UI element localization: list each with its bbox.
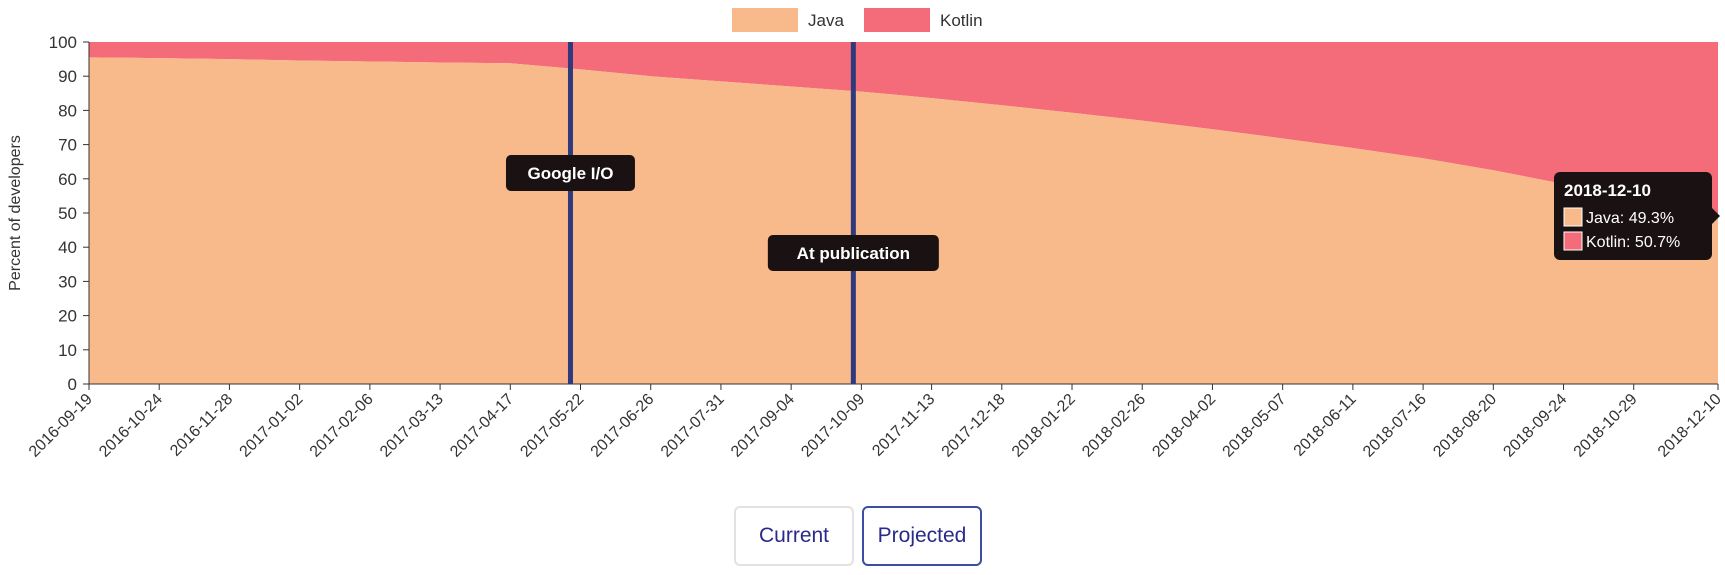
- y-tick-label: 90: [58, 67, 77, 86]
- x-tick-label: 2018-04-02: [1149, 391, 1219, 461]
- y-tick-label: 70: [58, 136, 77, 155]
- x-tick-label: 2018-12-10: [1655, 391, 1725, 461]
- x-tick-label: 2017-06-26: [588, 391, 658, 461]
- x-tick-label: 2018-07-16: [1360, 391, 1430, 461]
- y-tick-label: 40: [58, 238, 77, 257]
- legend-swatch-java: [732, 8, 798, 32]
- x-tick-label: 2017-09-04: [728, 391, 798, 461]
- x-tick-label: 2017-12-18: [939, 391, 1009, 461]
- tooltip-caret: [1712, 208, 1720, 224]
- x-tick-label: 2016-11-28: [167, 391, 236, 460]
- tooltip-row: Java: 49.3%: [1586, 210, 1674, 227]
- annotation-label: Google I/O: [528, 164, 614, 183]
- y-tick-label: 100: [49, 33, 77, 52]
- tooltip-box: [1554, 172, 1712, 260]
- y-tick-label: 80: [58, 101, 77, 120]
- tooltip-row: Kotlin: 50.7%: [1586, 234, 1680, 251]
- x-tick-label: 2016-09-19: [26, 391, 96, 461]
- tooltip-swatch: [1563, 231, 1583, 251]
- legend-swatch-kotlin: [864, 8, 930, 32]
- x-tick-label: 2018-10-29: [1571, 391, 1641, 461]
- x-tick-label: 2018-02-26: [1079, 391, 1149, 461]
- x-tick-label: 2017-10-09: [798, 391, 868, 461]
- x-tick-label: 2018-05-07: [1220, 391, 1290, 461]
- x-tick-label: 2017-01-02: [237, 391, 307, 461]
- tooltip-title: 2018-12-10: [1564, 181, 1651, 200]
- y-tick-label: 20: [58, 307, 77, 326]
- view-toggle: Current Projected: [734, 506, 982, 566]
- x-tick-label: 2017-07-31: [658, 391, 728, 461]
- x-tick-label: 2016-10-24: [96, 391, 166, 461]
- tooltip-swatch: [1563, 207, 1583, 227]
- y-tick-label: 50: [58, 204, 77, 223]
- x-tick-label: 2017-05-22: [517, 391, 587, 461]
- x-tick-label: 2018-06-11: [1291, 391, 1360, 460]
- y-axis-title: Percent of developers: [7, 135, 24, 291]
- java-area: [89, 57, 1718, 384]
- y-tick-label: 30: [58, 272, 77, 291]
- annotation-label: At publication: [797, 244, 910, 263]
- x-tick-label: 2017-04-17: [447, 391, 517, 461]
- legend-label-kotlin: Kotlin: [940, 11, 983, 30]
- x-tick-label: 2017-02-06: [307, 391, 377, 461]
- y-tick-label: 0: [68, 375, 77, 394]
- x-tick-label: 2018-09-24: [1500, 391, 1570, 461]
- x-tick-label: 2018-08-20: [1430, 391, 1500, 461]
- y-tick-label: 10: [58, 341, 77, 360]
- projected-button[interactable]: Projected: [862, 506, 982, 566]
- kotlin-area: [89, 42, 1718, 216]
- annotation-box: [767, 235, 939, 271]
- current-button[interactable]: Current: [734, 506, 854, 566]
- x-tick-label: 2017-11-13: [869, 391, 938, 460]
- legend-label-java: Java: [808, 11, 844, 30]
- x-tick-label: 2017-03-13: [377, 391, 447, 461]
- annotation-box: [505, 155, 635, 191]
- x-tick-label: 2018-01-22: [1009, 391, 1079, 461]
- y-tick-label: 60: [58, 170, 77, 189]
